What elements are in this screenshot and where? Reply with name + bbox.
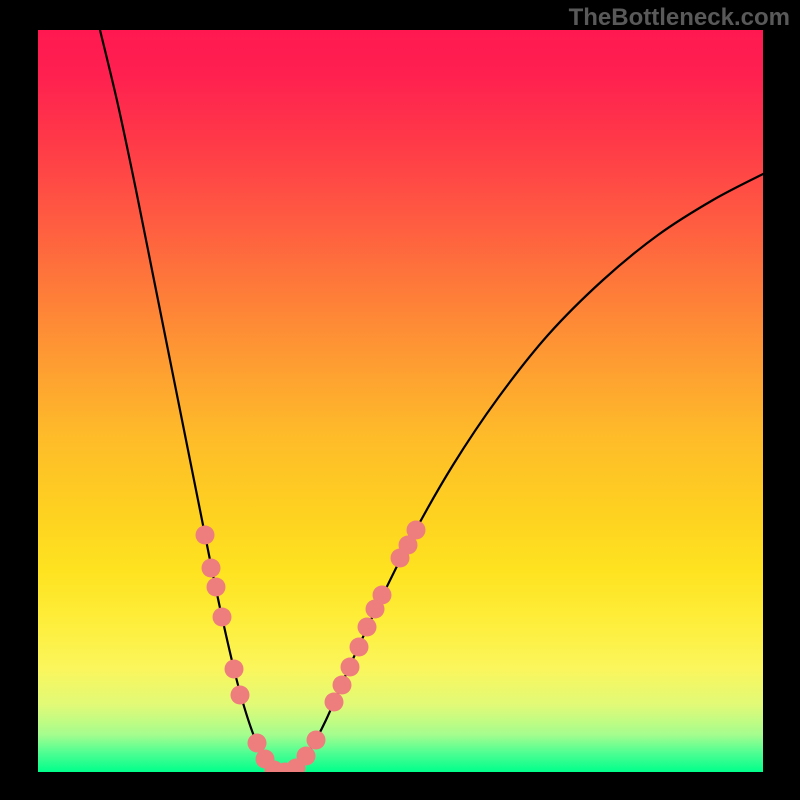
chart-container: TheBottleneck.com: [0, 0, 800, 800]
curve-left: [100, 30, 284, 772]
data-marker: [225, 660, 244, 679]
data-marker: [307, 731, 326, 750]
data-marker: [341, 658, 360, 677]
data-marker: [325, 693, 344, 712]
curve-right: [284, 174, 763, 772]
watermark-text: TheBottleneck.com: [569, 4, 790, 32]
data-marker: [358, 618, 377, 637]
data-marker: [207, 578, 226, 597]
data-marker: [196, 526, 215, 545]
data-marker: [373, 586, 392, 605]
curve-layer: [38, 30, 763, 772]
data-marker: [333, 676, 352, 695]
data-marker: [202, 559, 221, 578]
data-marker: [231, 686, 250, 705]
data-marker: [213, 608, 232, 627]
plot-area: [38, 30, 763, 772]
data-marker: [350, 638, 369, 657]
data-marker: [407, 521, 426, 540]
data-marker: [297, 747, 316, 766]
